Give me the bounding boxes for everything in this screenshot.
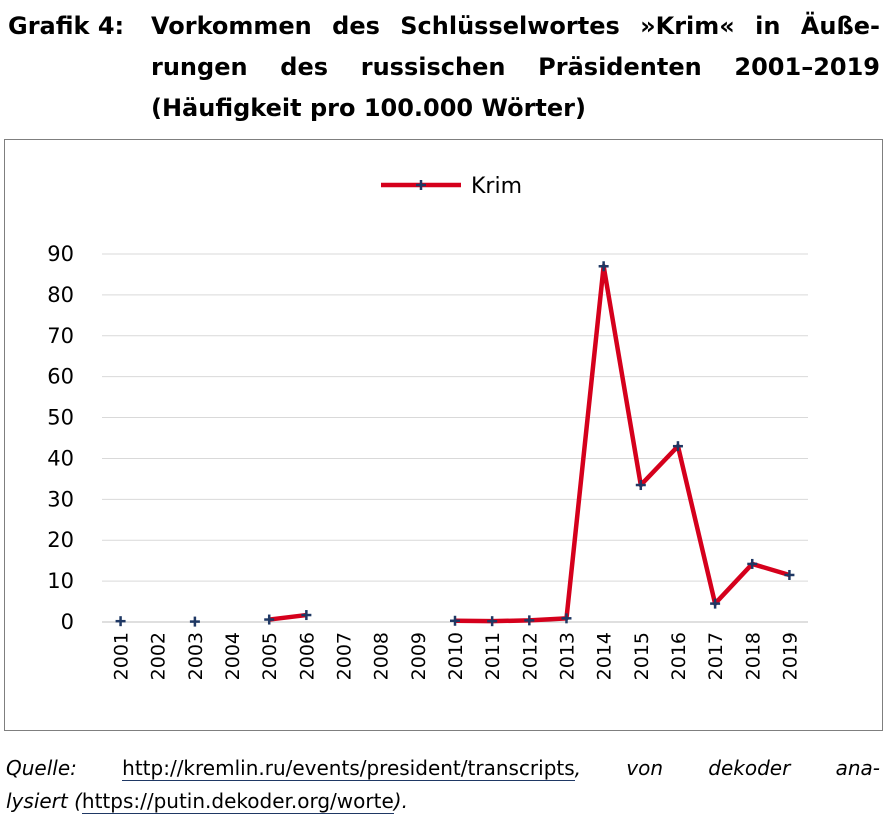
source-middle2: lysiert (	[6, 789, 82, 813]
y-tick-label: 70	[47, 324, 74, 348]
data-point-marker	[598, 261, 609, 272]
figure-label: Grafik 4:	[8, 12, 125, 40]
data-point-marker	[189, 616, 200, 627]
source-link-dekoder[interactable]: https://putin.dekoder.org/worte	[81, 789, 394, 814]
y-tick-label: 20	[47, 528, 74, 552]
title-line-3: (Häufigkeit pro 100.000 Wörter)	[151, 94, 586, 122]
x-tick-label: 2006	[296, 632, 318, 680]
data-point-marker	[524, 615, 535, 626]
data-point-marker	[784, 569, 795, 580]
series-line-krim	[268, 612, 307, 622]
x-tick-label: 2013	[556, 632, 578, 680]
y-tick-label: 30	[47, 487, 74, 511]
y-tick-label: 40	[47, 446, 74, 470]
x-tick-label: 2016	[668, 632, 690, 680]
y-tick-label: 10	[47, 569, 74, 593]
x-tick-label: 2007	[334, 632, 356, 680]
series-line-krim	[454, 264, 791, 624]
x-tick-label: 2004	[222, 632, 244, 680]
x-tick-label: 2011	[482, 632, 504, 680]
data-point-marker	[487, 616, 498, 627]
source-suffix: ).	[393, 789, 408, 813]
x-tick-label: 2003	[185, 632, 207, 680]
x-tick-label: 2009	[408, 632, 430, 680]
y-tick-label: 80	[47, 283, 74, 307]
y-tick-label: 60	[47, 365, 74, 389]
x-tick-label: 2005	[259, 632, 281, 680]
legend-label: Krim	[471, 174, 522, 199]
y-tick-label: 0	[61, 610, 74, 634]
source-line-1: Quelle: http://kremlin.ru/events/preside…	[6, 752, 880, 785]
x-tick-label: 2012	[519, 632, 541, 680]
x-tick-label: 2001	[111, 632, 133, 680]
data-point-marker	[450, 615, 460, 626]
data-point-marker	[747, 558, 758, 569]
source-line-2: lysiert (https://putin.dekoder.org/worte…	[6, 785, 880, 818]
data-point-marker	[635, 480, 646, 491]
x-tick-label: 2010	[445, 632, 467, 680]
data-point-marker	[710, 598, 721, 609]
source-prefix: Quelle:	[6, 756, 77, 780]
data-point-marker	[115, 616, 126, 627]
x-tick-label: 2018	[742, 632, 764, 680]
x-tick-label: 2017	[705, 632, 727, 680]
y-tick-label: 90	[47, 242, 74, 266]
title-line-2: rungen des russischen Präsidenten 2001–2…	[151, 53, 880, 81]
x-tick-label: 2008	[371, 632, 393, 680]
source-link-kremlin[interactable]: http://kremlin.ru/events/president/trans…	[122, 756, 575, 781]
data-point-marker	[561, 613, 572, 624]
chart-frame	[4, 139, 883, 731]
title-line-1: Vorkommen des Schlüsselwortes »Krim« in …	[151, 12, 880, 40]
x-tick-label: 2019	[779, 632, 801, 680]
x-tick-label: 2002	[148, 632, 170, 680]
y-tick-label: 50	[47, 406, 74, 430]
source-note: Quelle: http://kremlin.ru/events/preside…	[6, 752, 880, 818]
data-point-marker	[264, 614, 275, 625]
chart-title: Vorkommen des Schlüsselwortes »Krim« in …	[151, 6, 880, 129]
legend: Krim	[381, 174, 522, 199]
x-tick-label: 2014	[594, 632, 616, 680]
source-middle: , von dekoder ana-	[574, 756, 880, 780]
data-point-marker	[301, 610, 312, 621]
x-tick-label: 2015	[631, 632, 653, 680]
data-point-marker	[672, 441, 683, 452]
